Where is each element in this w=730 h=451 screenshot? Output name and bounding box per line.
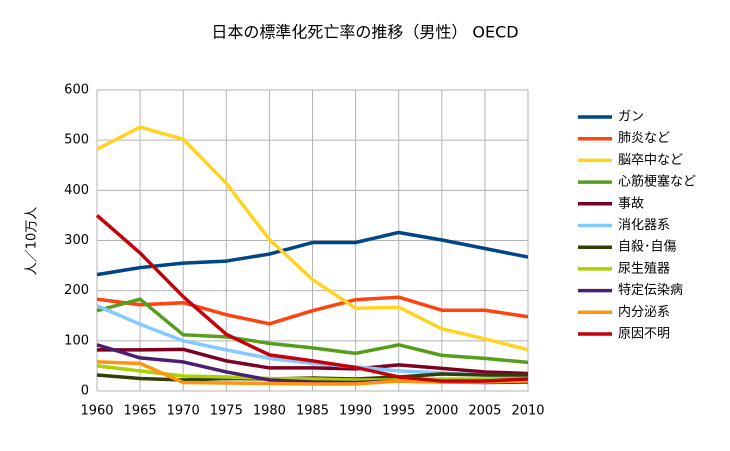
legend-label: 肺炎など [618, 131, 670, 146]
y-tick-label: 200 [64, 283, 89, 298]
y-tick-label: 400 [64, 183, 89, 198]
legend-label: 消化器系 [618, 218, 670, 233]
legend-label: 心筋梗塞など [618, 174, 696, 190]
series-line [96, 295, 529, 326]
legend-label: 自殺･自傷 [618, 240, 677, 255]
x-tick-label: 1990 [339, 404, 372, 419]
x-tick-label: 1970 [167, 404, 200, 419]
series-line [96, 297, 529, 365]
y-tick-label: 100 [64, 333, 89, 348]
series-line [96, 230, 529, 277]
x-tick-label: 2010 [511, 404, 544, 419]
x-tick-label: 1960 [80, 404, 113, 419]
series-line [95, 214, 529, 383]
series-line [97, 347, 529, 376]
x-tick-label: 1980 [253, 404, 286, 419]
y-axis-label: 人／10万人 [25, 207, 40, 276]
legend-label: 脳卒中など [618, 153, 683, 168]
x-tick-label: 2000 [425, 404, 458, 419]
y-tick-label: 500 [64, 133, 89, 148]
legend-label: 内分泌系 [618, 304, 670, 320]
x-tick-label: 1965 [124, 404, 157, 419]
legend-label: 事故 [618, 196, 644, 211]
x-tick-label: 1985 [296, 404, 329, 419]
chart-title: 日本の標準化死亡率の推移（男性） OECD [211, 23, 518, 42]
x-tick-label: 1995 [382, 404, 415, 419]
y-tick-label: 600 [64, 83, 89, 98]
legend-label: 原因不明 [618, 327, 670, 342]
legend-label: 特定伝染病 [618, 283, 683, 298]
y-tick-label: 300 [64, 233, 89, 248]
legend-label: ガン [618, 110, 644, 125]
series-line [96, 125, 529, 352]
x-tick-label: 2005 [468, 404, 501, 419]
x-tick-label: 1975 [210, 404, 243, 419]
legend-label: 尿生殖器 [618, 260, 670, 276]
y-tick-label: 0 [81, 384, 89, 399]
